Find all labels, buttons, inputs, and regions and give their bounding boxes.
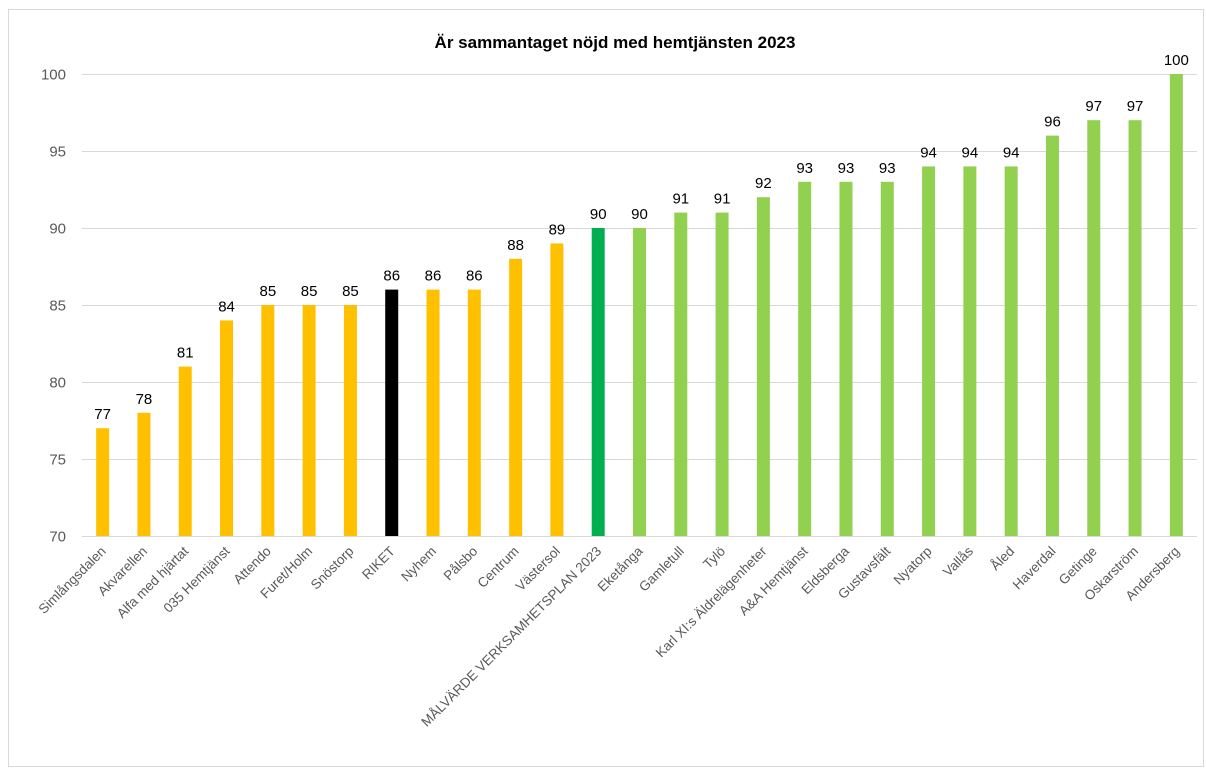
data-label: 90 bbox=[631, 206, 648, 223]
bar bbox=[880, 181, 894, 537]
bar bbox=[96, 428, 110, 536]
bar bbox=[302, 305, 316, 536]
bars bbox=[96, 74, 1183, 537]
data-label: 94 bbox=[1003, 144, 1020, 161]
bar bbox=[1128, 120, 1142, 536]
y-tick-label: 85 bbox=[49, 298, 66, 315]
category-label: Nyatorp bbox=[891, 544, 935, 588]
bar bbox=[261, 305, 275, 536]
bar bbox=[756, 197, 770, 536]
category-label: RIKET bbox=[359, 544, 398, 583]
bar bbox=[467, 289, 481, 536]
data-label: 85 bbox=[301, 283, 318, 300]
data-label: 86 bbox=[425, 268, 442, 285]
data-label: 90 bbox=[590, 206, 607, 223]
bar bbox=[385, 289, 399, 536]
data-label: 97 bbox=[1127, 98, 1144, 115]
data-label: 97 bbox=[1085, 98, 1102, 115]
bar bbox=[922, 166, 936, 536]
category-label: Alfa med hjärtat bbox=[114, 543, 192, 621]
y-tick-label: 95 bbox=[49, 144, 66, 161]
y-tick-label: 90 bbox=[49, 221, 66, 238]
data-label: 91 bbox=[714, 191, 731, 208]
data-label: 92 bbox=[755, 175, 772, 192]
category-label: Åled bbox=[988, 544, 1018, 574]
category-label: Pålsbo bbox=[441, 544, 481, 584]
data-labels: 77 78 81 84 85 85 85 86 86 86 88 89 90 90 91 91 92 93 93 93… bbox=[94, 52, 1189, 423]
data-label: 93 bbox=[838, 160, 855, 177]
bar bbox=[1045, 135, 1059, 536]
category-label: Vallås bbox=[940, 543, 976, 579]
bar bbox=[220, 320, 234, 536]
category-label: Simlångsdalen bbox=[36, 544, 109, 617]
bar bbox=[509, 258, 523, 536]
data-label: 94 bbox=[920, 144, 937, 161]
bar bbox=[798, 181, 812, 537]
data-label: 84 bbox=[218, 298, 235, 315]
data-label: 77 bbox=[94, 406, 111, 423]
data-label: 86 bbox=[383, 268, 400, 285]
data-label: 85 bbox=[342, 283, 359, 300]
bar bbox=[178, 366, 192, 536]
bar bbox=[633, 228, 646, 536]
data-label: 78 bbox=[136, 391, 153, 408]
data-label: 93 bbox=[796, 160, 813, 177]
data-label: 86 bbox=[466, 268, 483, 285]
bar bbox=[674, 212, 688, 536]
category-label: Nyhem bbox=[398, 544, 439, 585]
bar bbox=[839, 181, 853, 537]
category-label: Gamletull bbox=[636, 544, 687, 595]
y-tick-label: 75 bbox=[49, 452, 66, 469]
data-label: 91 bbox=[672, 191, 689, 208]
y-axis-ticks: 70 75 80 85 90 95 100 bbox=[41, 67, 66, 546]
data-label: 93 bbox=[879, 160, 896, 177]
y-tick-label: 80 bbox=[49, 375, 66, 392]
category-label: Tylö bbox=[700, 544, 728, 572]
data-label: 96 bbox=[1044, 114, 1061, 131]
bar bbox=[1169, 74, 1183, 536]
chart-frame: Är sammantaget nöjd med hemtjänsten 2023… bbox=[8, 9, 1204, 767]
category-label: Snöstorp bbox=[308, 544, 357, 593]
y-tick-label: 100 bbox=[41, 67, 66, 84]
bar bbox=[1087, 120, 1101, 536]
bar bbox=[137, 412, 151, 536]
bar bbox=[591, 228, 605, 536]
bar bbox=[343, 305, 357, 536]
data-label: 94 bbox=[962, 144, 979, 161]
bar bbox=[1004, 166, 1018, 536]
bar bbox=[426, 289, 440, 536]
bar bbox=[550, 243, 564, 536]
y-tick-label: 70 bbox=[49, 529, 66, 546]
bar-chart: Är sammantaget nöjd med hemtjänsten 2023… bbox=[36, 33, 1197, 730]
category-label: Haverdal bbox=[1010, 544, 1059, 593]
bar bbox=[715, 212, 729, 536]
bar bbox=[963, 166, 977, 536]
data-label: 88 bbox=[507, 237, 524, 254]
data-label: 100 bbox=[1164, 52, 1189, 69]
data-label: 81 bbox=[177, 345, 194, 362]
chart-title: Är sammantaget nöjd med hemtjänsten 2023 bbox=[435, 33, 796, 52]
data-label: 85 bbox=[259, 283, 276, 300]
data-label: 89 bbox=[549, 221, 566, 238]
